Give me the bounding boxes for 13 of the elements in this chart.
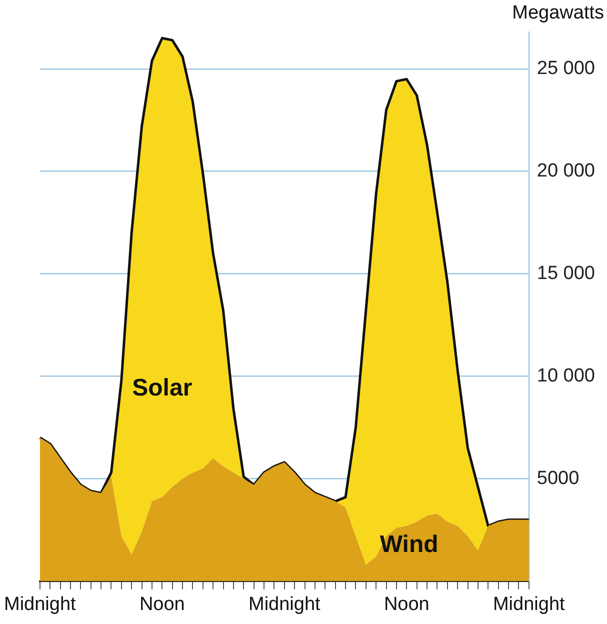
series-label: Solar	[132, 374, 192, 402]
x-tick-label: Noon	[139, 594, 185, 615]
y-tick-label: 20 000	[536, 160, 596, 182]
y-axis-title: Megawatts	[512, 2, 604, 24]
y-tick-label: 25 000	[536, 58, 596, 80]
y-tick-label: 10 000	[536, 366, 596, 387]
x-tick-label: Noon	[384, 594, 430, 615]
y-tick-label: 5000	[536, 468, 580, 489]
y-tick-label: 15 000	[536, 263, 596, 284]
x-tick-label: Midnight	[492, 594, 566, 615]
series-label: Wind	[380, 531, 438, 558]
x-tick-label: Midnight	[4, 594, 77, 615]
x-tick-label: Midnight	[248, 594, 322, 615]
